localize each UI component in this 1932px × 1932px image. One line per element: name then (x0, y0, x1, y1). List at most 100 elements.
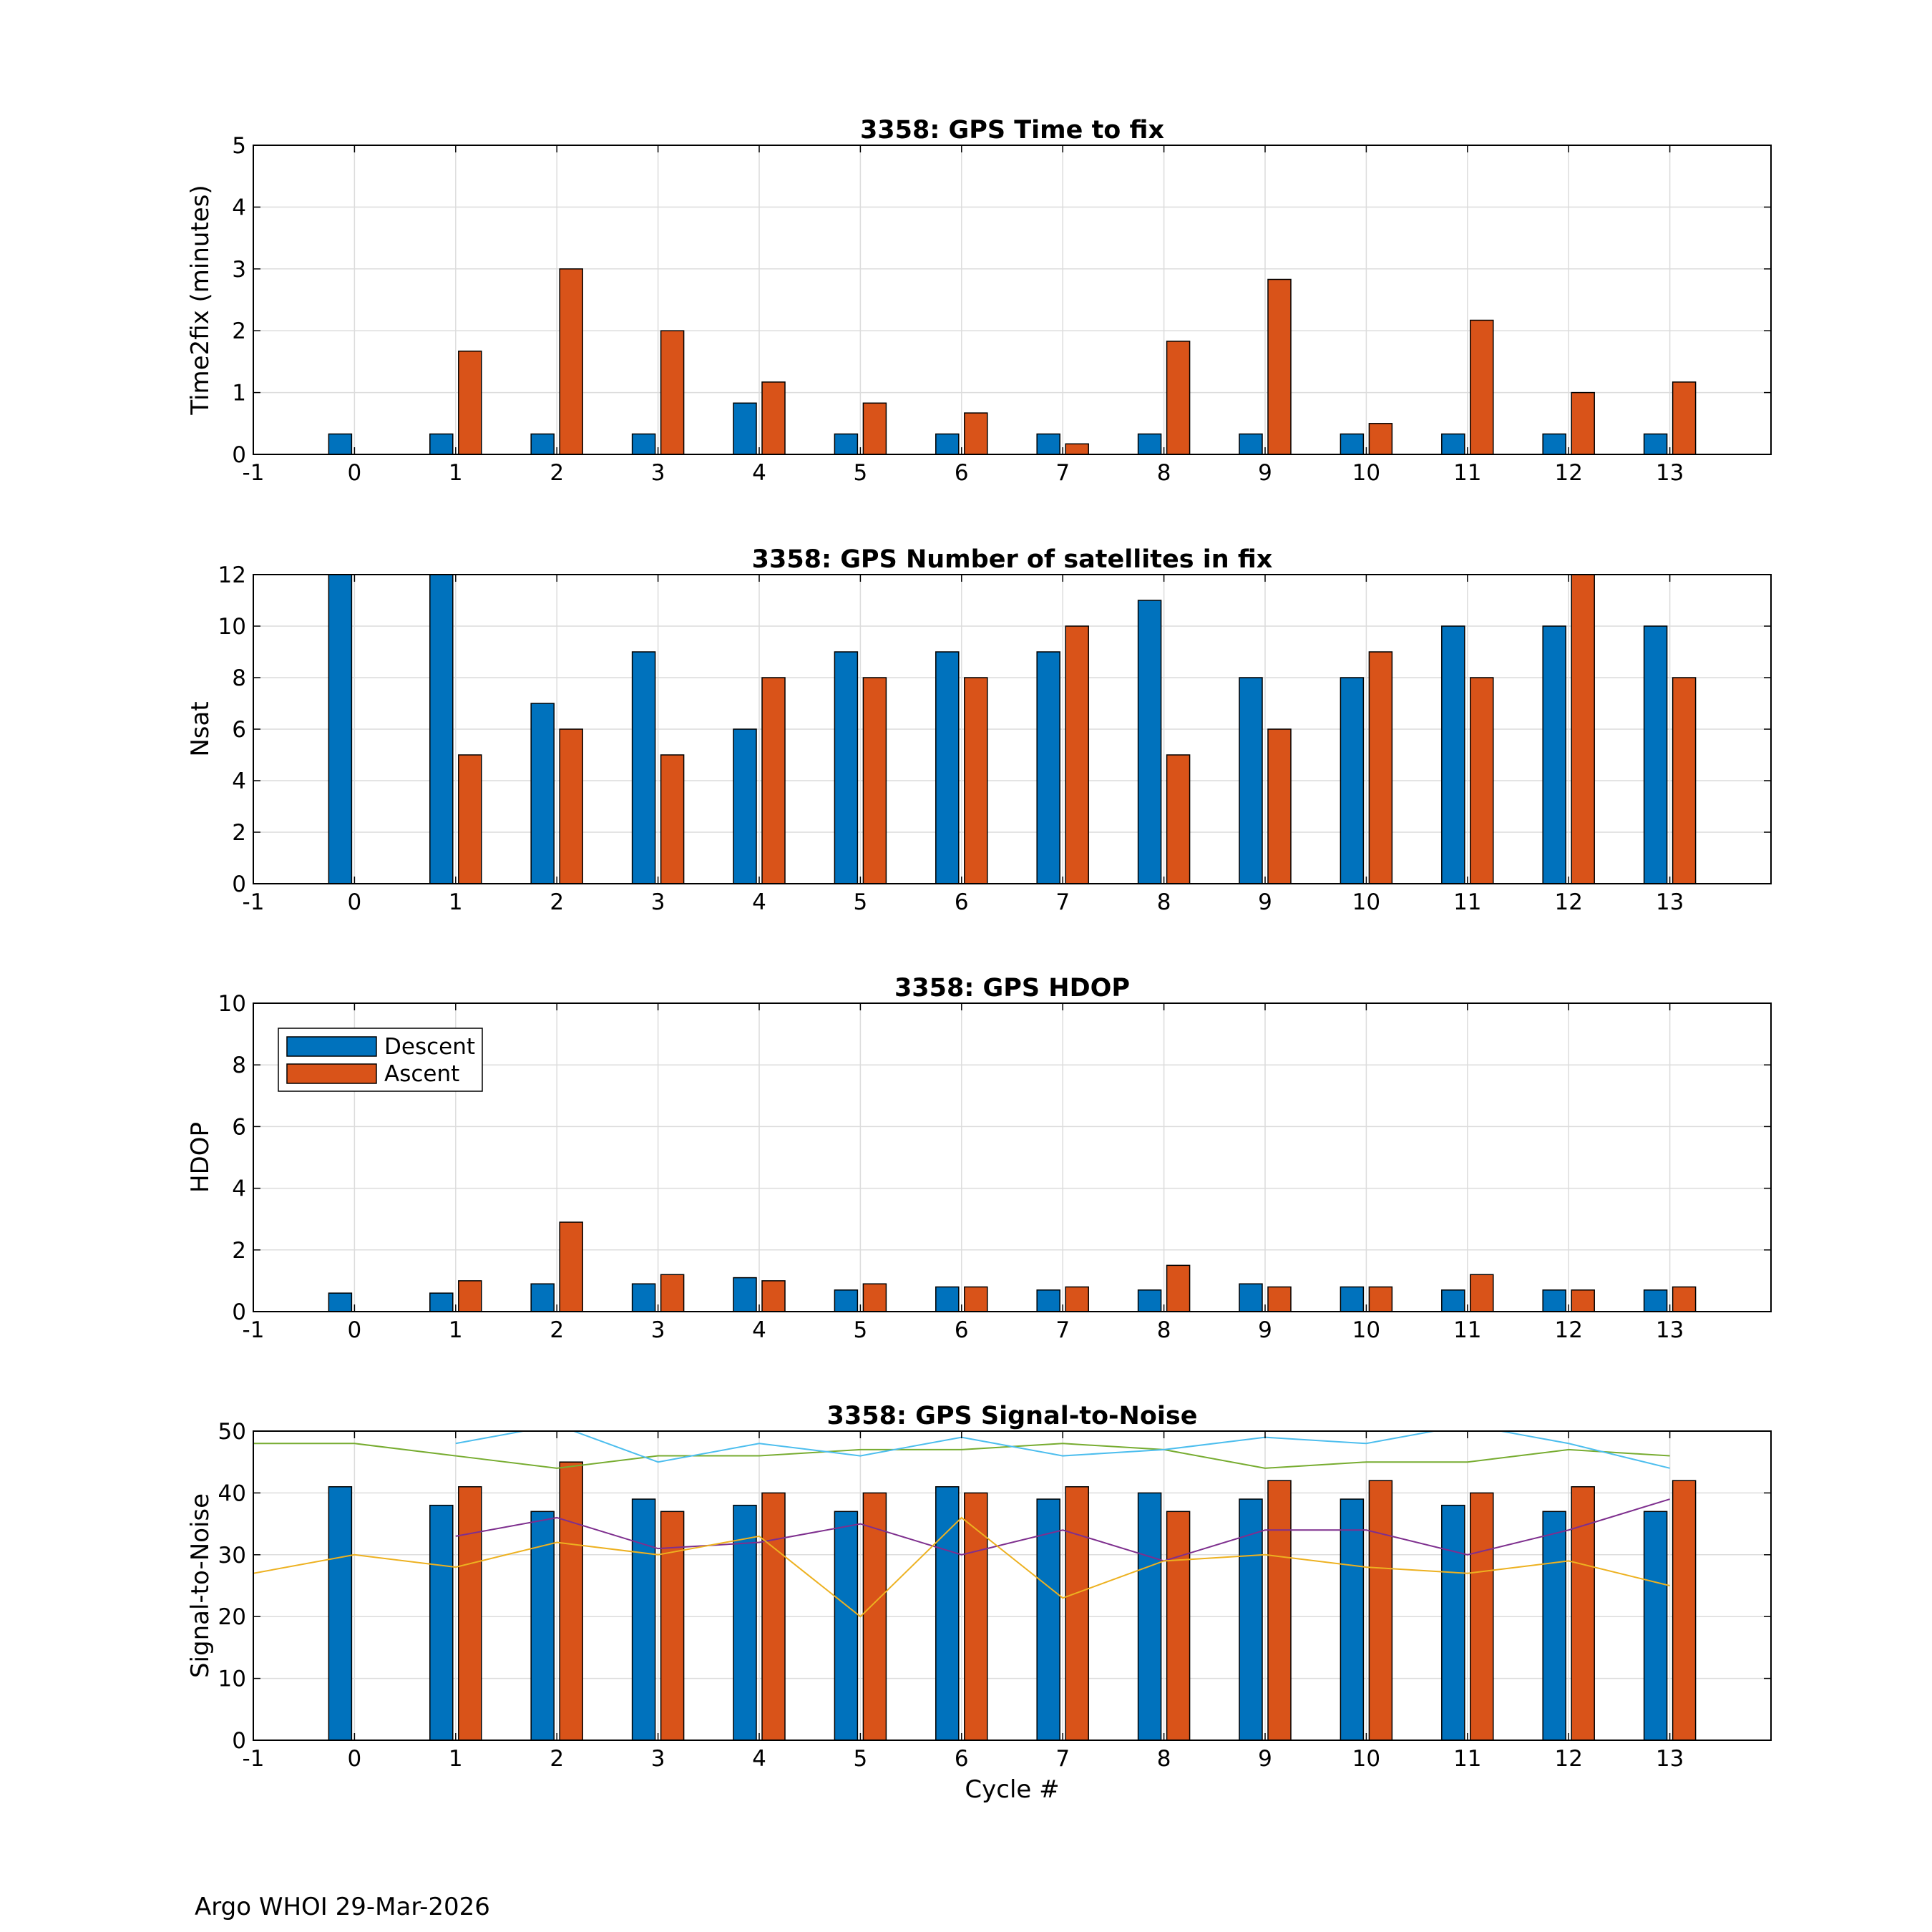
bar-descent (1036, 651, 1060, 884)
bar-ascent (1571, 1486, 1595, 1741)
x-tick-label: -1 (243, 1317, 265, 1343)
bar-descent (1340, 677, 1365, 884)
legend-swatch-ascent (286, 1063, 377, 1084)
bar-ascent (559, 268, 583, 455)
bar-ascent (761, 381, 786, 455)
bar-ascent (1065, 1486, 1089, 1741)
bar-ascent (964, 677, 988, 884)
x-tick-label: 1 (449, 460, 463, 486)
x-tick-label: 9 (1258, 889, 1272, 915)
bar-ascent (1470, 677, 1494, 884)
snr-series-line (455, 1431, 1670, 1469)
x-tick-label: 4 (752, 460, 766, 486)
bar-ascent (1571, 1289, 1595, 1312)
bar-descent (1239, 677, 1263, 884)
x-tick-label: 12 (1554, 1317, 1582, 1343)
snr-series-line (455, 1498, 1670, 1562)
x-tick-label: 13 (1656, 889, 1684, 915)
bar-descent (733, 1504, 757, 1741)
y-tick-label: 40 (218, 1480, 246, 1506)
bar-ascent (1166, 341, 1191, 455)
bar-ascent (559, 1461, 583, 1741)
bar-ascent (1470, 1492, 1494, 1741)
y-tick-label: 1 (232, 381, 246, 406)
axes-box (253, 1430, 1772, 1741)
bar-ascent (1470, 319, 1494, 455)
y-axis-label: Signal-to-Noise (186, 1493, 215, 1678)
y-tick-label: 0 (232, 1728, 246, 1754)
bar-descent (1239, 433, 1263, 455)
bar-ascent (660, 330, 685, 455)
bar-descent (328, 433, 353, 455)
bar-ascent (660, 1274, 685, 1312)
bar-descent (834, 1511, 859, 1741)
bar-descent (834, 433, 859, 455)
x-tick-label: 7 (1055, 1746, 1070, 1772)
legend-label-descent: Descent (384, 1034, 475, 1060)
x-tick-label: 13 (1656, 1746, 1684, 1772)
bar-ascent (1368, 1286, 1393, 1312)
bar-descent (328, 1486, 353, 1741)
y-tick-label: 0 (232, 442, 246, 468)
x-tick-label: 8 (1157, 1746, 1171, 1772)
x-tick-label: 0 (348, 1317, 362, 1343)
x-tick-label: 5 (854, 460, 868, 486)
bar-ascent (1672, 1286, 1697, 1312)
x-tick-label: 1 (449, 889, 463, 915)
y-tick-label: 0 (232, 872, 246, 897)
y-tick-label: 0 (232, 1299, 246, 1325)
bar-descent (1340, 1498, 1365, 1741)
bar-descent (1441, 1289, 1465, 1312)
bar-descent (1137, 433, 1162, 455)
x-tick-label: 5 (854, 889, 868, 915)
bar-ascent (1368, 1480, 1393, 1741)
bar-descent (1542, 433, 1566, 455)
bar-ascent (964, 1492, 988, 1741)
bar-ascent (862, 1283, 887, 1312)
bar-ascent (1672, 677, 1697, 884)
x-tick-label: 2 (550, 1317, 564, 1343)
bar-descent (429, 1292, 454, 1312)
bar-descent (1137, 1492, 1162, 1741)
y-axis-label: Time2fix (minutes) (186, 185, 215, 415)
bar-descent (631, 651, 656, 884)
x-tick-label: 11 (1453, 1746, 1481, 1772)
x-tick-label: 8 (1157, 460, 1171, 486)
bar-descent (1340, 433, 1365, 455)
x-tick-label: 6 (955, 889, 969, 915)
bar-descent (733, 1277, 757, 1312)
bar-descent (935, 1486, 960, 1741)
bar-descent (1542, 1511, 1566, 1741)
x-tick-label: 10 (1352, 460, 1380, 486)
y-tick-label: 30 (218, 1543, 246, 1568)
x-tick-label: 9 (1258, 460, 1272, 486)
y-tick-label: 8 (232, 1053, 246, 1078)
x-tick-label: 3 (651, 889, 665, 915)
x-tick-label: -1 (243, 1746, 265, 1772)
bar-ascent (1065, 443, 1089, 455)
x-tick-label: 1 (449, 1317, 463, 1343)
y-axis-label: Nsat (186, 701, 215, 756)
bar-ascent (1571, 574, 1595, 884)
bar-ascent (1267, 278, 1292, 455)
x-tick-label: -1 (243, 889, 265, 915)
bar-descent (1239, 1283, 1263, 1312)
x-tick-label: 5 (854, 1317, 868, 1343)
x-tick-label: 4 (752, 1317, 766, 1343)
bar-ascent (1571, 391, 1595, 455)
plot-area (253, 145, 1771, 454)
bar-ascent (1470, 1274, 1494, 1312)
bar-descent (834, 651, 859, 884)
bar-descent (935, 1286, 960, 1312)
snr-series-line (253, 1443, 1670, 1469)
y-tick-label: 4 (232, 769, 246, 794)
bar-ascent (1267, 728, 1292, 884)
bar-descent (1643, 1289, 1668, 1312)
x-tick-label: 0 (348, 889, 362, 915)
x-tick-label: 0 (348, 460, 362, 486)
bar-ascent (1065, 1286, 1089, 1312)
chart-title: 3358: GPS Time to fix (860, 116, 1165, 145)
